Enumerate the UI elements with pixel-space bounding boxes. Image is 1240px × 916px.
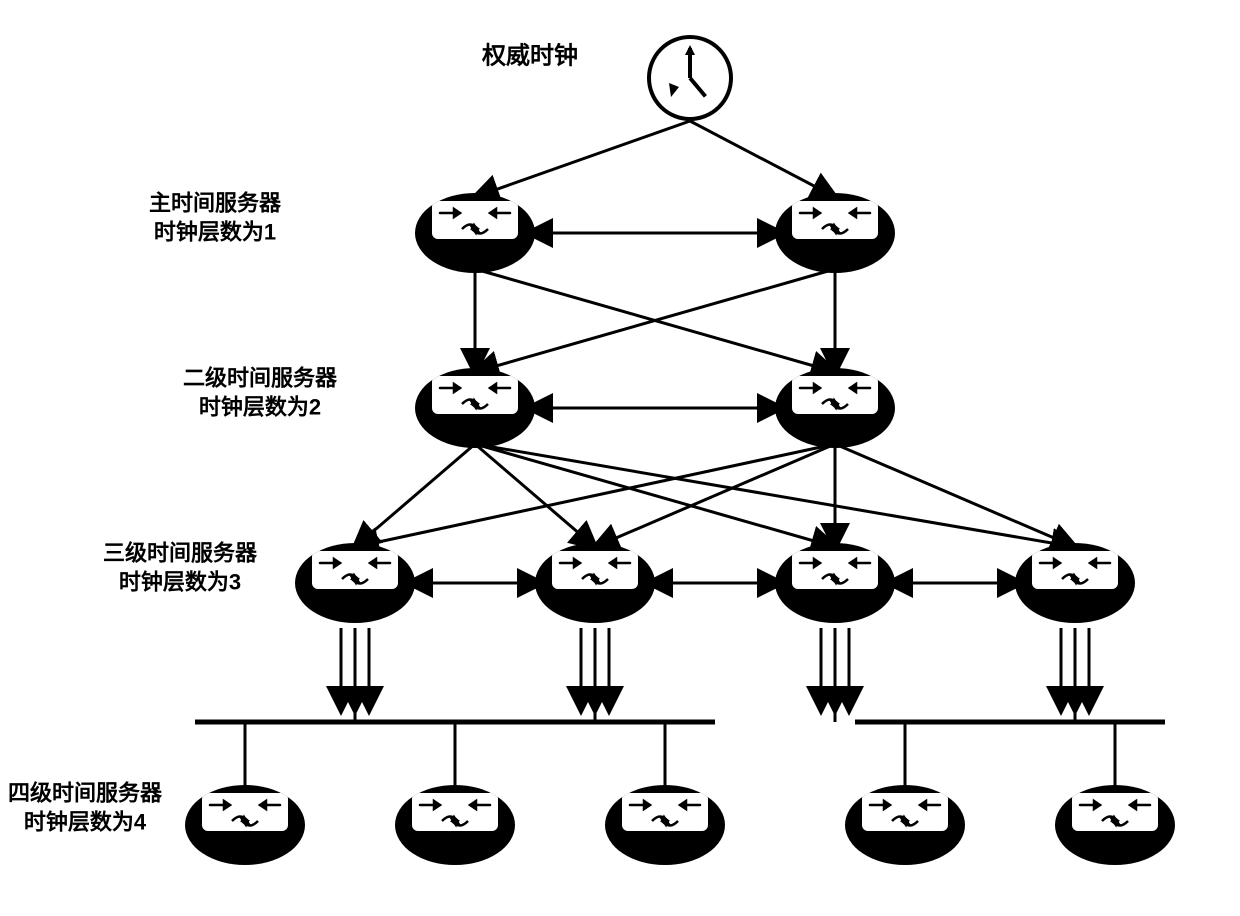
router-node: [775, 193, 895, 273]
router-node: [1015, 543, 1135, 623]
diagram-canvas: 权威时钟 主时间服务器 时钟层数为1 二级时间服务器 时钟层数为2 三级时间服务…: [0, 0, 1240, 916]
router-node: [415, 193, 535, 273]
label-tier2: 二级时间服务器 时钟层数为2: [183, 364, 337, 421]
edges-layer: [0, 0, 1240, 916]
router-node: [775, 543, 895, 623]
label-top: 权威时钟: [482, 40, 578, 71]
label-tier1: 主时间服务器 时钟层数为1: [149, 189, 281, 246]
router-node: [845, 785, 965, 865]
label-tier4: 四级时间服务器 时钟层数为4: [8, 779, 162, 836]
router-node: [535, 543, 655, 623]
label-tier3: 三级时间服务器 时钟层数为3: [103, 539, 257, 596]
router-node: [605, 785, 725, 865]
router-node: [415, 368, 535, 448]
router-node: [395, 785, 515, 865]
router-node: [295, 543, 415, 623]
router-node: [1055, 785, 1175, 865]
authoritative-clock-icon: [647, 35, 733, 121]
router-node: [775, 368, 895, 448]
router-node: [185, 785, 305, 865]
